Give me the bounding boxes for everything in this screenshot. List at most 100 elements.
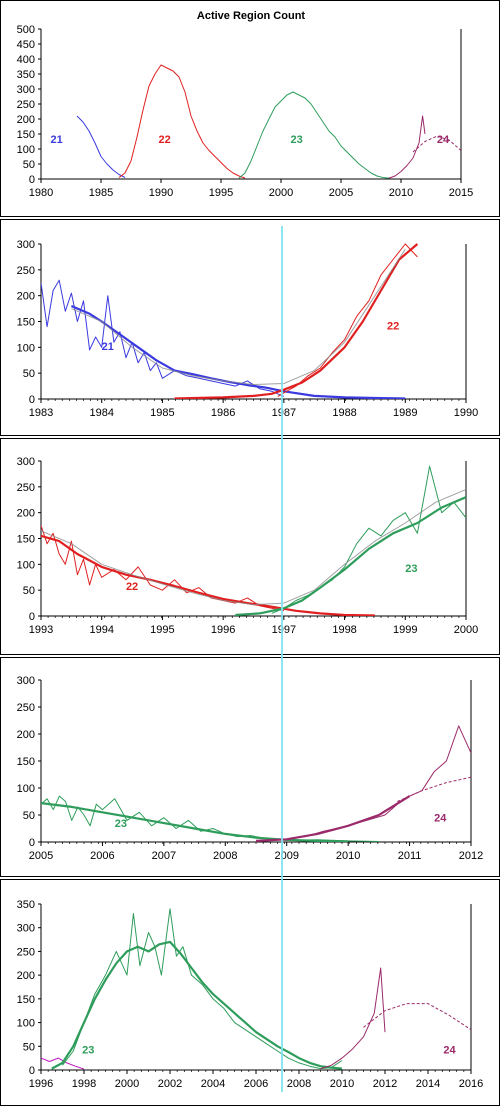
y-tick-label: 250 — [17, 99, 35, 111]
x-tick-label: 1980 — [29, 187, 53, 199]
x-tick-label: 1995 — [150, 624, 174, 636]
x-tick-label: 1988 — [332, 407, 356, 419]
x-tick-label: 1985 — [150, 407, 174, 419]
y-tick-label: 200 — [17, 291, 35, 303]
chart-1983-1990: 0 50 100 150 200 250 300 1983 1984 1985 1986 1987 19… — [17, 239, 479, 419]
series-line-2 — [238, 91, 390, 179]
series-line-1 — [62, 908, 343, 1070]
series-line-4 — [71, 248, 406, 385]
y-tick-label: 100 — [17, 144, 35, 156]
series-line-1 — [41, 802, 349, 842]
cycle-label: 24 — [437, 134, 450, 146]
x-tick-label: 1996 — [29, 1078, 53, 1090]
y-tick-label: 350 — [17, 899, 35, 911]
series-line-3 — [320, 967, 386, 1070]
y-tick-label: 50 — [23, 368, 35, 380]
x-tick-label: 2009 — [274, 850, 298, 862]
y-tick-label: 250 — [17, 265, 35, 277]
x-tick-label: 1998 — [72, 1078, 96, 1090]
series-line-3 — [174, 243, 419, 399]
y-tick-label: 450 — [17, 39, 35, 51]
series-line-2 — [51, 940, 343, 1070]
x-tick-label: 1986 — [211, 407, 235, 419]
x-tick-label: 2000 — [269, 187, 293, 199]
cycle-label: 22 — [387, 320, 399, 332]
y-tick-label: 350 — [17, 69, 35, 81]
x-tick-label: 2008 — [213, 850, 237, 862]
y-tick-label: 150 — [17, 317, 35, 329]
plot-area — [41, 465, 466, 616]
cycle-label: 21 — [102, 341, 114, 353]
y-tick-label: 300 — [17, 923, 35, 935]
y-tick-label: 200 — [17, 114, 35, 126]
chart-panel-1983-1990: 0 50 100 150 200 250 300 1983 1984 1985 1986 1987 19… — [0, 219, 500, 436]
cycle-label: 23 — [290, 134, 302, 146]
chart-panel-2005-2012: 0 50 100 150 200 250 300 2005 2006 2007 2008 2009 20… — [0, 657, 500, 877]
x-tick-label: 1994 — [89, 624, 113, 636]
chart-1993-2000: 0 50 100 150 200 250 300 1993 1994 1995 1996 1997 19… — [17, 456, 479, 636]
y-tick-label: 150 — [17, 534, 35, 546]
series-line-3 — [388, 115, 426, 179]
y-tick-label: 0 — [29, 611, 35, 623]
x-tick-label: 1996 — [211, 624, 235, 636]
series-line-4 — [41, 488, 466, 606]
series-line-0 — [41, 525, 285, 612]
y-tick-label: 250 — [17, 702, 35, 714]
y-tick-label: 250 — [17, 482, 35, 494]
chart-2005-2012: 0 50 100 150 200 250 300 2005 2006 2007 2008 2009 20… — [17, 675, 484, 862]
y-tick-label: 300 — [17, 456, 35, 468]
series-line-0 — [76, 115, 126, 178]
x-tick-label: 1990 — [149, 187, 173, 199]
series-line-0 — [41, 795, 379, 842]
x-tick-label: 2010 — [330, 1078, 354, 1090]
y-tick-label: 500 — [17, 24, 35, 36]
cycle-label: 22 — [158, 134, 170, 146]
x-tick-label: 2016 — [459, 1078, 483, 1090]
y-tick-label: 0 — [29, 394, 35, 406]
y-tick-label: 50 — [23, 159, 35, 171]
x-tick-label: 2005 — [29, 850, 53, 862]
x-tick-label: 2007 — [152, 850, 176, 862]
x-tick-label: 2011 — [398, 850, 422, 862]
x-tick-label: 2000 — [115, 1078, 139, 1090]
y-tick-label: 100 — [17, 783, 35, 795]
series-line-0 — [41, 1057, 85, 1070]
x-tick-label: 2004 — [201, 1078, 225, 1090]
x-tick-label: 2010 — [336, 850, 360, 862]
y-tick-label: 200 — [17, 729, 35, 741]
cycle-label: 21 — [50, 134, 62, 146]
y-tick-label: 250 — [17, 946, 35, 958]
chart-overview: Active Region Count 0 50 100 150 200 250 300 350… — [17, 10, 474, 199]
series-line-3 — [255, 795, 411, 842]
plot-area — [41, 725, 471, 842]
cycle-label: 23 — [82, 1044, 94, 1056]
y-tick-label: 400 — [17, 54, 35, 66]
y-tick-label: 300 — [17, 239, 35, 251]
x-tick-label: 1983 — [29, 407, 53, 419]
chart-panel-overview: Active Region Count 0 50 100 150 200 250 300 350… — [0, 0, 500, 217]
x-tick-label: 1999 — [393, 624, 417, 636]
x-tick-label: 2008 — [287, 1078, 311, 1090]
cycle-label: 24 — [434, 812, 447, 824]
y-tick-label: 100 — [17, 559, 35, 571]
x-tick-label: 2006 — [244, 1078, 268, 1090]
y-tick-label: 150 — [17, 129, 35, 141]
series-line-4 — [397, 776, 471, 802]
series-line-2 — [277, 243, 418, 397]
cycle-label: 23 — [405, 563, 417, 575]
x-tick-label: 2015 — [449, 187, 473, 199]
y-tick-label: 0 — [29, 837, 35, 849]
series-line-1 — [41, 534, 375, 616]
y-tick-label: 50 — [23, 810, 35, 822]
y-tick-label: 0 — [29, 174, 35, 186]
x-tick-label: 1997 — [272, 624, 296, 636]
series-line-1 — [118, 64, 246, 179]
y-tick-label: 100 — [17, 1018, 35, 1030]
x-tick-label: 1990 — [454, 407, 478, 419]
x-tick-label: 2002 — [158, 1078, 182, 1090]
x-tick-label: 2005 — [329, 187, 353, 199]
time-cursor-line[interactable] — [281, 226, 283, 1092]
x-tick-label: 1987 — [272, 407, 296, 419]
x-tick-label: 1984 — [89, 407, 113, 419]
x-tick-label: 1993 — [29, 624, 53, 636]
